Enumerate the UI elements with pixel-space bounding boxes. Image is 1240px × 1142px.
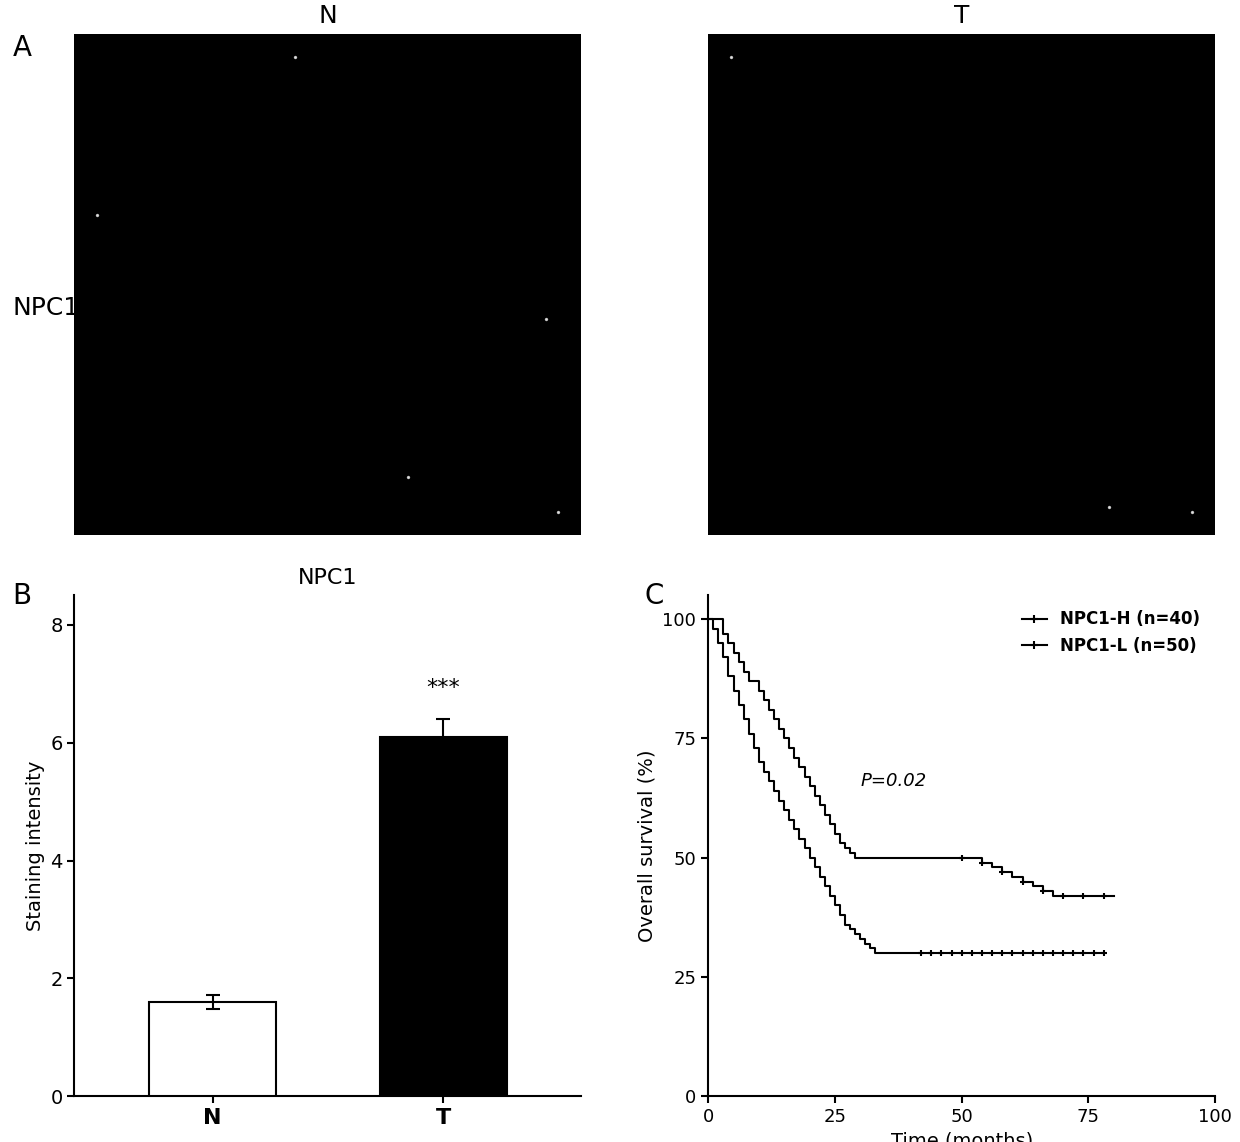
- NPC1-H (n=40): [1055, 890, 1070, 903]
- NPC1-H (n=40): [701, 612, 715, 626]
- Text: A: A: [12, 34, 31, 63]
- NPC1-H (n=40): [1106, 890, 1121, 903]
- NPC1-L (n=50): [766, 785, 781, 798]
- Text: NPC1: NPC1: [12, 296, 79, 321]
- NPC1-L (n=50): [1076, 947, 1091, 960]
- Bar: [149, 1002, 277, 1096]
- NPC1-L (n=50): [1016, 947, 1030, 960]
- NPC1-H (n=40): [771, 722, 786, 735]
- Y-axis label: Overall survival (%): Overall survival (%): [637, 749, 657, 942]
- NPC1-H (n=40): [1096, 890, 1111, 903]
- Text: C: C: [645, 582, 665, 611]
- Y-axis label: Staining intensity: Staining intensity: [26, 761, 45, 931]
- Point: [1099, 498, 1118, 516]
- NPC1-H (n=40): [737, 665, 751, 678]
- NPC1-L (n=50): [701, 612, 715, 626]
- Point: [88, 207, 108, 225]
- Title: T: T: [954, 5, 970, 29]
- NPC1-H (n=40): [807, 789, 822, 803]
- X-axis label: Time (months): Time (months): [890, 1132, 1033, 1142]
- NPC1-L (n=50): [914, 947, 929, 960]
- NPC1-L (n=50): [868, 947, 883, 960]
- NPC1-L (n=50): [1096, 947, 1111, 960]
- Point: [398, 468, 418, 486]
- Point: [548, 504, 568, 522]
- NPC1-L (n=50): [955, 947, 970, 960]
- Point: [285, 48, 305, 66]
- NPC1-H (n=40): [1045, 890, 1060, 903]
- Line: NPC1-H (n=40): NPC1-H (n=40): [708, 619, 1114, 896]
- Text: ***: ***: [427, 678, 460, 699]
- Title: N: N: [319, 5, 337, 29]
- Bar: [379, 737, 506, 1096]
- Title: NPC1: NPC1: [298, 569, 357, 588]
- NPC1-H (n=40): [756, 693, 771, 707]
- Point: [536, 311, 556, 329]
- Text: P=0.02: P=0.02: [861, 772, 926, 790]
- NPC1-L (n=50): [771, 794, 786, 807]
- Line: NPC1-L (n=50): NPC1-L (n=50): [708, 619, 1104, 954]
- Text: B: B: [12, 582, 31, 611]
- Legend: NPC1-H (n=40), NPC1-L (n=50): NPC1-H (n=40), NPC1-L (n=50): [1016, 604, 1207, 661]
- Point: [1182, 504, 1202, 522]
- Point: [722, 48, 742, 66]
